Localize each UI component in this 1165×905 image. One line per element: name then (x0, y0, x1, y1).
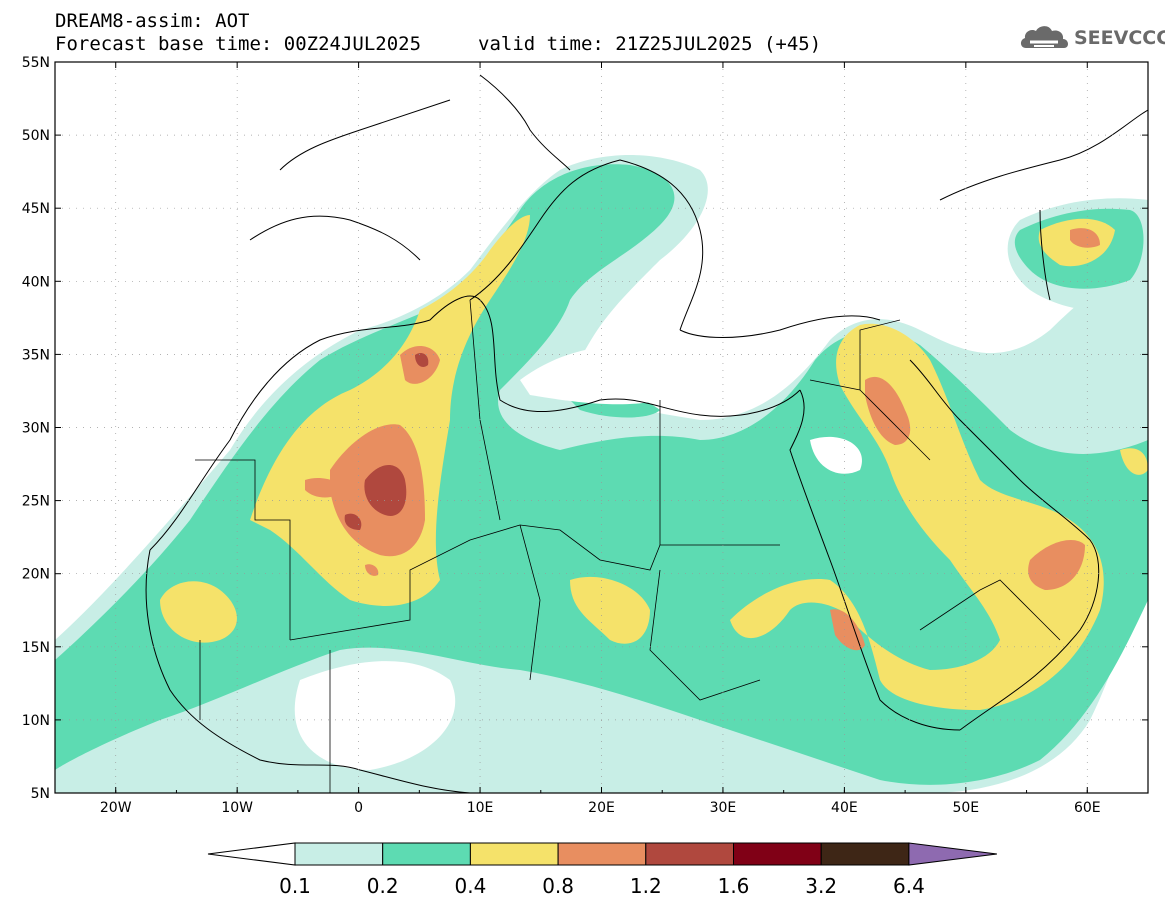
country-borders (195, 299, 1061, 793)
lon-label: 20W (100, 800, 132, 816)
lat-label: 30N (22, 421, 50, 437)
lat-label: 35N (22, 347, 50, 363)
lat-label: 50N (22, 128, 50, 144)
aot-clear-areas (294, 296, 862, 770)
lon-label: 50E (952, 800, 979, 816)
colorbar-label: 1.6 (718, 874, 750, 898)
lon-label: 30E (710, 800, 737, 816)
colorbar-over-arrow (908, 842, 997, 866)
lon-label: 20E (588, 800, 615, 816)
axis-ticks (54, 61, 1149, 794)
colorbar: 0.1 0.2 0.4 0.8 1.2 1.6 3.2 6.4 (207, 842, 997, 898)
colorbar-label: 6.4 (893, 874, 925, 898)
colorbar-swatch (820, 842, 910, 866)
colorbar-swatch (557, 842, 647, 866)
aot-level-0-4 (160, 215, 1148, 710)
lat-label: 5N (31, 786, 50, 802)
colorbar-label: 0.2 (367, 874, 399, 898)
colorbar-swatch (645, 842, 734, 866)
colorbar-swatch (382, 842, 471, 866)
lon-label: 40E (831, 800, 858, 816)
aot-level-1-2 (344, 353, 429, 530)
lat-label: 45N (22, 201, 50, 217)
coastlines (145, 74, 1148, 793)
colorbar-label: 0.1 (279, 874, 311, 898)
colorbar-label: 3.2 (805, 874, 837, 898)
lat-label: 40N (22, 274, 50, 290)
lon-label: 60E (1074, 800, 1101, 816)
chart-title: DREAM8-assim: AOT (55, 10, 250, 32)
grid-lines (55, 62, 1148, 793)
lon-label: 10W (221, 800, 253, 816)
colorbar-swatch (733, 842, 822, 866)
aot-field (55, 62, 1148, 793)
colorbar-label: 0.4 (454, 874, 486, 898)
lat-label: 10N (22, 713, 50, 729)
lat-label: 15N (22, 640, 50, 656)
seevccc-logo: SEEVCCC (1018, 20, 1165, 56)
colorbar-label: 1.2 (630, 874, 662, 898)
lat-label: 20N (22, 567, 50, 583)
cloud-logo-icon (1020, 26, 1069, 48)
colorbar-under-arrow (207, 842, 296, 866)
logo-text: SEEVCCC (1074, 27, 1165, 49)
lon-label: 10E (467, 800, 494, 816)
lat-label: 25N (22, 494, 50, 510)
valid-time: valid time: 21Z25JUL2025 (+45) (478, 33, 822, 55)
lat-label: 55N (22, 55, 50, 71)
axis-labels: 55N 50N 45N 40N 35N 30N 25N 20N 15N 10N 5N 20W 10W 0 1… (22, 55, 1101, 816)
lon-label: 0 (354, 800, 363, 816)
colorbar-label: 0.8 (542, 874, 574, 898)
colorbar-swatch (469, 842, 559, 866)
colorbar-swatch (294, 842, 384, 866)
forecast-base-time: Forecast base time: 00Z24JUL2025 (55, 33, 422, 55)
